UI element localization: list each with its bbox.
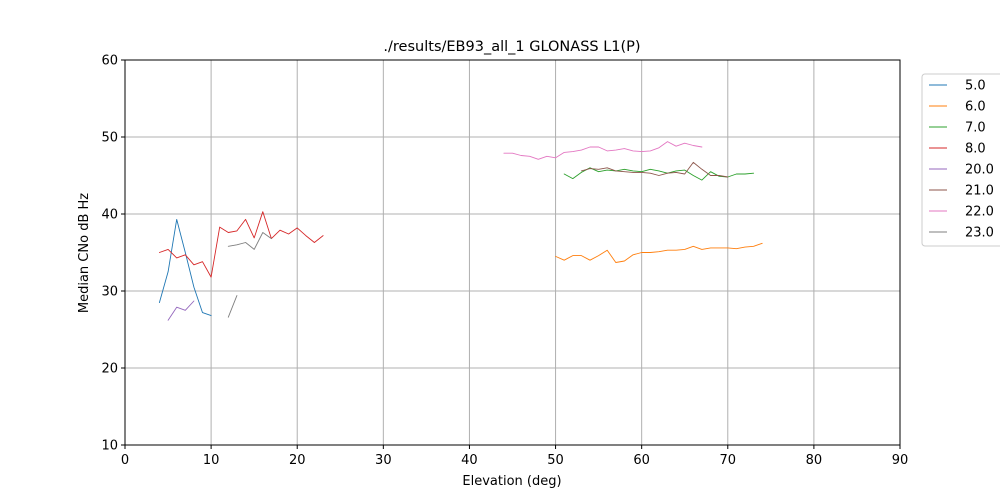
- x-tick-label: 30: [375, 453, 392, 468]
- x-tick-label: 0: [121, 453, 129, 468]
- legend-items: 5.0 6.0 7.0 8.0 20.0 21.0 22.0 23.0: [929, 79, 994, 241]
- x-tick-label: 40: [461, 453, 478, 468]
- x-tick-label: 20: [289, 453, 306, 468]
- legend-box: [921, 73, 1000, 247]
- series-line-6-0: [555, 242, 763, 263]
- chart-title: ./results/EB93_all_1 GLONASS L1(P): [383, 39, 640, 55]
- series-line-8-0: [158, 211, 324, 278]
- x-axis-title: Elevation (deg): [462, 474, 561, 489]
- legend-label-20-0: 20.0: [965, 163, 994, 178]
- y-tick-label: 60: [101, 54, 118, 69]
- x-tick-label: 60: [633, 453, 650, 468]
- y-axis-title: Median CNo dB Hz: [77, 193, 92, 313]
- y-tick-label: 10: [101, 439, 118, 454]
- legend-label-5-0: 5.0: [965, 79, 986, 94]
- series-line-7-0: [563, 167, 755, 181]
- y-tick-label: 40: [101, 208, 118, 223]
- legend-label-8-0: 8.0: [965, 142, 986, 157]
- series-lines: [158, 141, 763, 321]
- series-line-22-0: [503, 141, 703, 160]
- x-tick-label: 50: [547, 453, 564, 468]
- series-line-23-0: [227, 232, 272, 318]
- series-line-21-0: [580, 161, 729, 178]
- y-tick-label: 20: [101, 362, 118, 377]
- x-tick-label: 10: [203, 453, 220, 468]
- legend-label-7-0: 7.0: [965, 121, 986, 136]
- x-tick-label: 70: [720, 453, 737, 468]
- x-tick-label: 90: [892, 453, 909, 468]
- legend-label-23-0: 23.0: [965, 226, 994, 241]
- legend-label-6-0: 6.0: [965, 100, 986, 115]
- plot-frame: [124, 59, 901, 446]
- legend-label-22-0: 22.0: [965, 205, 994, 220]
- series-line-20-0: [167, 300, 195, 321]
- legend-label-21-0: 21.0: [965, 184, 994, 199]
- y-tick-label: 50: [101, 131, 118, 146]
- x-tick-label: 80: [806, 453, 823, 468]
- series-line-5-0: [158, 218, 212, 317]
- legend: 5.0 6.0 7.0 8.0 20.0 21.0 22.0 23.0: [921, 73, 1000, 247]
- y-tick-label: 30: [101, 285, 118, 300]
